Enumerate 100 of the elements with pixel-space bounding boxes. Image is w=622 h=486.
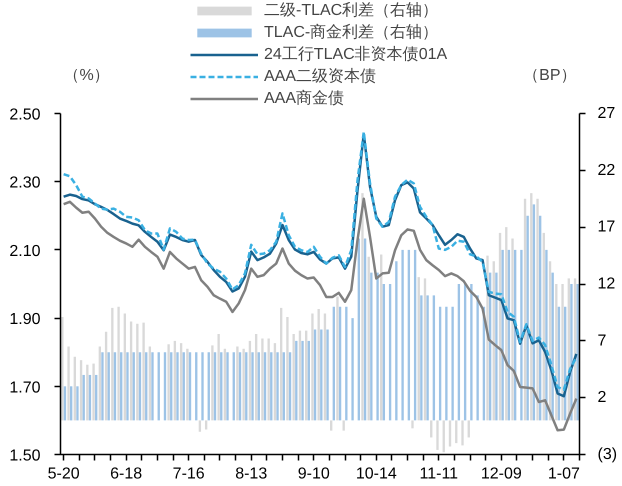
bar (418, 277, 420, 420)
bar (186, 348, 189, 420)
x-tick-label: 1-07 (548, 466, 580, 482)
bar (332, 306, 335, 420)
bar (364, 238, 366, 420)
bar (342, 420, 345, 431)
bar (158, 352, 160, 420)
bar (282, 352, 285, 420)
x-tick-label: 7-16 (172, 466, 205, 482)
bar (224, 348, 226, 420)
bar (401, 250, 404, 420)
y2-tick-label: 27 (598, 105, 616, 122)
bar (220, 352, 222, 420)
x-tick-label: 12-09 (480, 466, 522, 482)
y-tick-label: 1.70 (9, 379, 41, 396)
bar (174, 340, 176, 420)
bar (368, 256, 370, 420)
y2-axis-title: （BP） (523, 67, 576, 84)
bar (451, 306, 454, 420)
y2-tick-label: 22 (598, 162, 616, 179)
bar (117, 306, 120, 420)
bar (92, 364, 95, 420)
bar (245, 352, 248, 420)
bar (148, 346, 152, 420)
bar (236, 346, 239, 420)
bar (576, 284, 579, 420)
bar (98, 346, 102, 420)
bar (298, 330, 302, 420)
bar (520, 250, 523, 420)
bar (198, 420, 202, 432)
bar (180, 343, 182, 420)
bar (74, 356, 76, 420)
bar (370, 272, 373, 420)
bar (532, 204, 536, 420)
bar (111, 308, 114, 420)
bar (95, 374, 98, 420)
bar (232, 352, 235, 420)
bar (505, 227, 508, 420)
y-tick-label: 2.10 (9, 242, 41, 260)
bar (558, 306, 560, 420)
bar (318, 309, 320, 420)
bar (142, 322, 145, 420)
x-tick-label: 11-11 (420, 466, 458, 482)
x-tick-label: 6-18 (110, 466, 142, 482)
bar (82, 374, 85, 420)
bar (468, 420, 470, 438)
bar (438, 306, 442, 420)
bar (248, 340, 252, 420)
bar (495, 272, 498, 420)
bar (445, 306, 448, 420)
bar (420, 295, 423, 420)
bar (308, 340, 310, 420)
bar (270, 352, 272, 420)
x-tick-label: 9-10 (298, 466, 330, 482)
bar (120, 352, 122, 420)
bar (526, 216, 529, 420)
bar (426, 295, 429, 420)
bar (442, 420, 445, 452)
y2-tick-label: 12 (598, 276, 616, 292)
bar (124, 314, 126, 420)
bar (286, 316, 289, 420)
bar (388, 284, 392, 420)
bar (208, 352, 210, 420)
legend-label: AAA二级资本债 (264, 66, 376, 87)
bar (492, 261, 495, 420)
bar (136, 324, 139, 420)
bar (86, 364, 89, 420)
bar (130, 322, 132, 420)
bar (376, 272, 379, 420)
bar (358, 238, 360, 420)
y-tick-label: 1.90 (9, 311, 41, 328)
bar (280, 308, 282, 420)
bar (267, 338, 270, 420)
bar (258, 352, 260, 420)
bar (530, 193, 532, 420)
bar (382, 284, 386, 420)
legend-label: 24工行TLAC非资本债01A (264, 44, 448, 65)
y-axis-title: （%） (64, 67, 110, 84)
bar (351, 318, 354, 420)
y2-tick-label: (3) (598, 446, 618, 463)
bar (380, 254, 382, 420)
bar (345, 306, 348, 420)
y-tick-label: 2.30 (9, 174, 41, 192)
y2-tick-label: 2 (598, 389, 606, 406)
bar (211, 345, 214, 420)
bar (464, 284, 466, 420)
bar (470, 284, 473, 420)
bar (430, 420, 432, 438)
legend-label: 二级-TLAC利差（右轴） (264, 1, 438, 21)
bar (108, 352, 110, 420)
bar (145, 352, 148, 420)
bar (395, 261, 398, 420)
bar (195, 352, 198, 420)
bar (455, 420, 458, 444)
bar (432, 295, 436, 420)
bar (305, 330, 308, 420)
bar (217, 334, 220, 420)
y-tick-label: 1.50 (9, 448, 41, 464)
x-tick-label: 5-20 (48, 466, 80, 482)
x-tick-label: 10-14 (356, 466, 397, 482)
